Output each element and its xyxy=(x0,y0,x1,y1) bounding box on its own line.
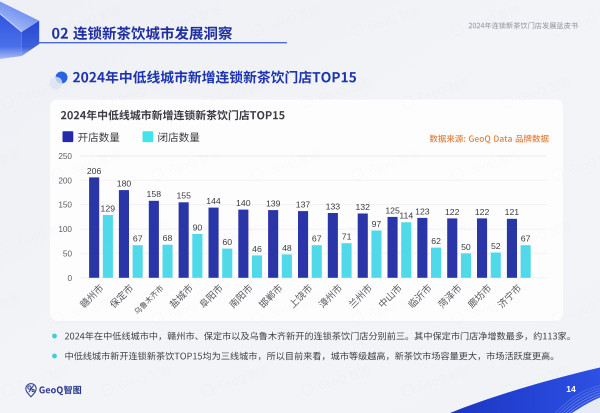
svg-text:0: 0 xyxy=(67,274,72,283)
svg-text:62: 62 xyxy=(431,236,441,246)
svg-text:200: 200 xyxy=(58,176,72,185)
svg-text:114: 114 xyxy=(399,211,413,221)
svg-text:140: 140 xyxy=(236,198,251,208)
svg-text:50: 50 xyxy=(461,242,471,252)
svg-text:250: 250 xyxy=(58,152,72,161)
svg-text:67: 67 xyxy=(312,234,322,244)
svg-text:122: 122 xyxy=(475,207,490,217)
svg-text:206: 206 xyxy=(87,166,102,176)
svg-text:46: 46 xyxy=(252,244,262,254)
svg-text:129: 129 xyxy=(101,203,116,213)
svg-text:67: 67 xyxy=(133,234,143,244)
svg-text:121: 121 xyxy=(505,207,520,217)
svg-text:125: 125 xyxy=(385,205,400,215)
svg-text:90: 90 xyxy=(193,222,203,232)
svg-text:150: 150 xyxy=(58,201,72,210)
svg-text:122: 122 xyxy=(445,207,460,217)
svg-text:158: 158 xyxy=(147,189,162,199)
svg-text:144: 144 xyxy=(206,196,221,206)
svg-text:50: 50 xyxy=(63,249,73,258)
svg-text:48: 48 xyxy=(282,243,292,253)
svg-text:14: 14 xyxy=(566,384,576,394)
svg-text:67: 67 xyxy=(521,234,531,244)
svg-text:132: 132 xyxy=(355,202,370,212)
svg-text:155: 155 xyxy=(176,191,191,201)
svg-text:123: 123 xyxy=(415,206,430,216)
svg-text:60: 60 xyxy=(222,237,232,247)
svg-text:68: 68 xyxy=(163,233,173,243)
svg-text:100: 100 xyxy=(58,225,72,234)
svg-text:139: 139 xyxy=(266,199,281,209)
svg-text:97: 97 xyxy=(372,219,382,229)
svg-text:71: 71 xyxy=(342,232,352,242)
svg-text:52: 52 xyxy=(491,241,501,251)
svg-text:137: 137 xyxy=(296,200,311,210)
svg-text:180: 180 xyxy=(117,179,132,189)
svg-text:133: 133 xyxy=(326,201,341,211)
